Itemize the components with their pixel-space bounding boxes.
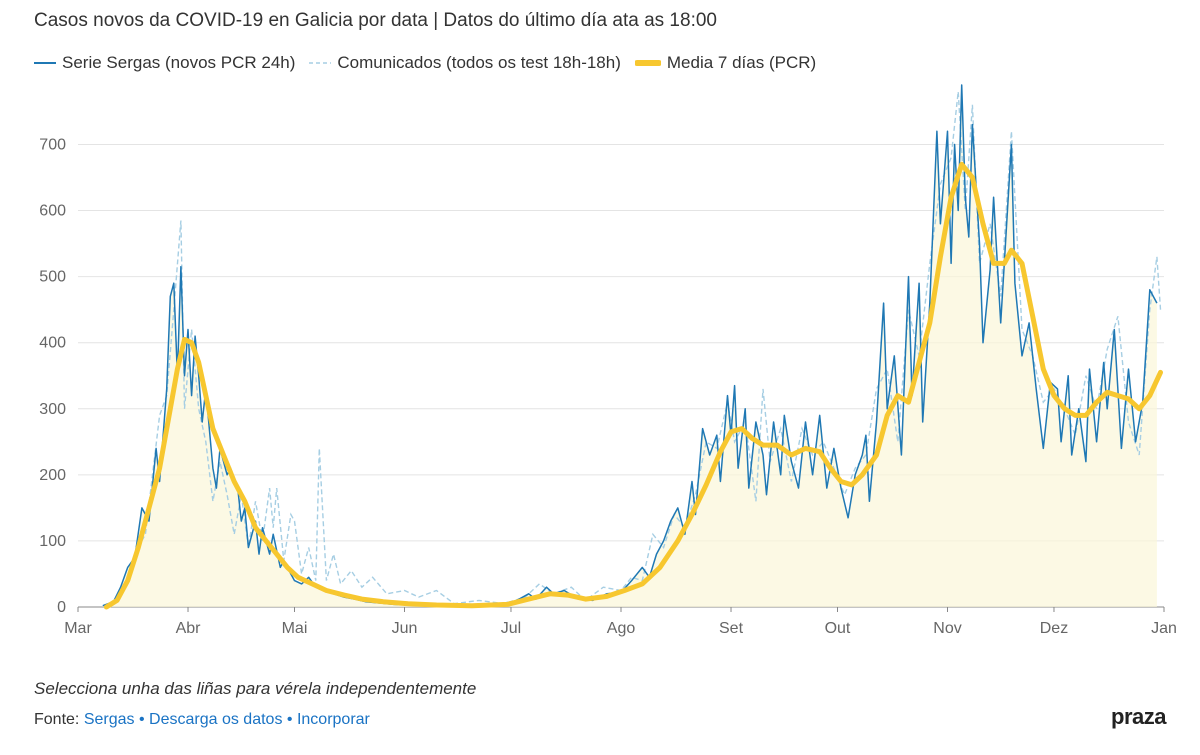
source-line: Fonte: Sergas • Descarga os datos • Inco… xyxy=(34,711,370,729)
x-tick-label-Set: Set xyxy=(719,620,744,637)
x-tick-label-Jul: Jul xyxy=(501,620,521,637)
legend-swatch-media xyxy=(634,60,661,66)
chart-title: Casos novos da COVID-19 en Galicia por d… xyxy=(34,10,717,31)
legend-label-media: Media 7 días (PCR) xyxy=(666,53,817,72)
y-tick-label-300: 300 xyxy=(39,401,66,418)
x-tick-label-Abr: Abr xyxy=(176,620,202,637)
x-tick-label-Jun: Jun xyxy=(392,620,418,637)
legend-label-sergas: Serie Sergas (novos PCR 24h) xyxy=(62,53,296,72)
chart-legend: Serie Sergas (novos PCR 24h) Comunicados… xyxy=(34,50,830,76)
download-data-link[interactable]: Descarga os datos xyxy=(149,711,283,728)
chart-plot: Mar Abr Mai Jun Jul Ago Set Out Nov Dez Jan 0 100 20… xyxy=(39,84,1177,637)
y-tick-label-0: 0 xyxy=(57,599,66,616)
area-sergas xyxy=(102,85,1157,607)
series-lines xyxy=(102,84,1163,610)
brand-logo: praza xyxy=(1111,704,1166,729)
x-tick-label-Mai: Mai xyxy=(282,620,308,637)
y-tick-label-200: 200 xyxy=(39,467,66,484)
y-tick-label-600: 600 xyxy=(39,203,66,220)
source-link-sergas[interactable]: Sergas xyxy=(83,711,135,728)
x-tick-label-Out: Out xyxy=(825,620,851,637)
y-tick-label-500: 500 xyxy=(39,269,66,286)
x-tick-label-Ago: Ago xyxy=(607,620,636,637)
area-fill xyxy=(102,85,1157,607)
legend-swatch-sergas xyxy=(34,62,56,64)
legend-swatch-comunicados xyxy=(309,62,332,64)
y-tick-label-700: 700 xyxy=(39,136,66,153)
x-tick-label-Nov: Nov xyxy=(933,620,961,637)
separator-1: • xyxy=(138,711,145,728)
y-axis: 0 100 200 300 400 500 600 700 xyxy=(39,136,66,616)
series-line-comunicados xyxy=(102,91,1162,607)
x-tick-label-Mar: Mar xyxy=(64,620,92,637)
source-prefix: Fonte: xyxy=(34,711,80,728)
legend-label-comunicados: Comunicados (todos os test 18h-18h) xyxy=(337,53,621,72)
legend-item-media[interactable]: Media 7 días (PCR) xyxy=(634,53,817,73)
embed-link[interactable]: Incorporar xyxy=(296,711,370,728)
x-axis: Mar Abr Mai Jun Jul Ago Set Out Nov Dez Jan xyxy=(64,607,1177,637)
legend-item-sergas[interactable]: Serie Sergas (novos PCR 24h) xyxy=(34,53,295,73)
footer-note: Selecciona unha das liñas para vérela in… xyxy=(34,679,477,698)
x-tick-label-Jan: Jan xyxy=(1151,620,1177,637)
y-tick-label-100: 100 xyxy=(39,533,66,550)
series-line-media xyxy=(103,161,1163,610)
y-tick-label-400: 400 xyxy=(39,335,66,352)
legend-item-comunicados[interactable]: Comunicados (todos os test 18h-18h) xyxy=(309,53,621,73)
separator-2: • xyxy=(286,711,293,728)
x-tick-label-Dez: Dez xyxy=(1040,620,1068,637)
